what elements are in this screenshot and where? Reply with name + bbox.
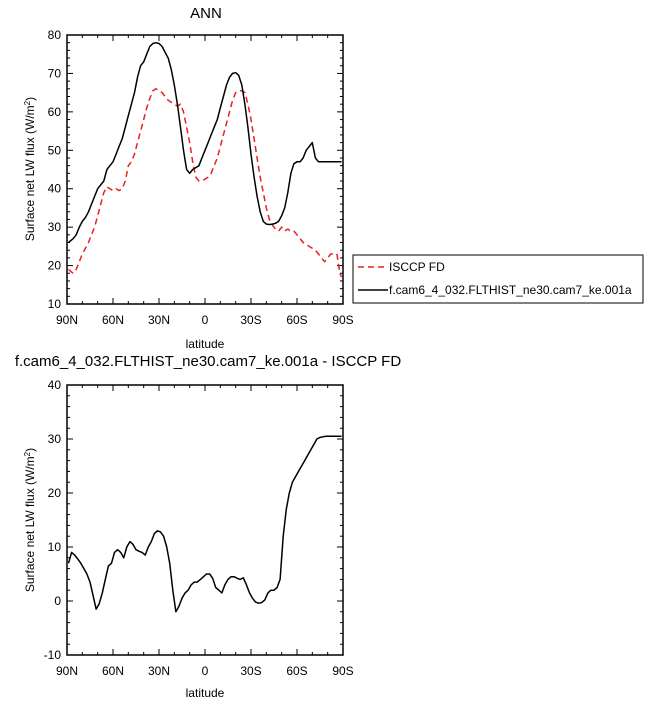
top-ytick-label: 10 [48,297,62,311]
bottom-yaxis-label-text: Surface net LW flux (W/m [23,456,37,592]
top-ytick-label: 20 [48,259,62,273]
top-plot-frame [66,34,344,305]
top-xtick-label: 90N [56,313,78,327]
top-ytick-label: 60 [48,105,62,119]
bottom-xtick-label: 90S [332,664,353,678]
top-yaxis-label: Surface net LW flux (W/m2) [23,97,37,241]
legend-label-isccp: ISCCP FD [389,260,445,274]
bottom-yaxis-label-sup: 2 [23,451,32,456]
top-ytick-label: 30 [48,220,62,234]
top-xtick-label: 60S [286,313,307,327]
bottom-axis-ticks [66,384,344,656]
bottom-xtick-label: 90N [56,664,78,678]
top-yaxis-label-close: ) [23,97,37,101]
top-xaxis-label: latitude [186,337,225,351]
bottom-ytick-label: 10 [48,540,62,554]
top-ytick-label: 50 [48,143,62,157]
top-xtick-label: 60N [102,313,124,327]
bottom-panel: f.cam6_4_032.FLTHIST_ne30.cam7_ke.001a -… [15,353,401,700]
top-yaxis-label-sup: 2 [23,100,32,105]
bottom-xtick-label: 0 [202,664,209,678]
bottom-yaxis-label-close: ) [23,448,37,452]
top-tick-labels: 90N 60N 30N 0 30S 60S 90S 10 20 30 40 50 60 70 80 [48,28,354,327]
bottom-yaxis-label: Surface net LW flux (W/m2) [23,448,37,592]
bottom-ytick-label: -10 [44,648,62,662]
top-series-f-cam6-4-032-flthist-ne30-cam7-ke-001a [68,41,342,244]
top-series-isccp-fd [68,88,343,278]
legend-box [352,254,644,304]
bottom-tick-labels: 90N 60N 30N 0 30S 60S 90S -10 0 10 20 30 40 [44,378,354,678]
top-ytick-label: 70 [48,66,62,80]
legend: ISCCP FD f.cam6_4_032.FLTHIST_ne30.cam7_… [352,254,644,304]
bottom-xtick-label: 60S [286,664,307,678]
top-xtick-label: 30S [240,313,261,327]
bottom-series-difference [67,435,342,613]
top-ytick-label: 80 [48,28,62,42]
bottom-ytick-label: 20 [48,486,62,500]
bottom-ytick-label: 30 [48,432,62,446]
bottom-series-group [67,435,342,613]
bottom-ytick-label: 40 [48,378,62,392]
legend-label-model: f.cam6_4_032.FLTHIST_ne30.cam7_ke.001a [389,283,632,297]
bottom-ytick-label: 0 [54,594,61,608]
bottom-xaxis-label: latitude [186,686,225,700]
top-chart-title: ANN [190,5,222,22]
top-ytick-label: 40 [48,182,62,196]
top-series-group [68,41,343,278]
bottom-xtick-label: 30S [240,664,261,678]
bottom-xtick-label: 60N [102,664,124,678]
top-xtick-label: 90S [332,313,353,327]
bottom-plot-frame [66,384,344,656]
top-axis-ticks [66,34,344,305]
top-panel: ANN 90N 60N 30N 0 30S 60S 90S1020304050607080 … [23,5,354,351]
top-yaxis-label-text: Surface net LW flux (W/m [23,105,37,241]
bottom-chart-title: f.cam6_4_032.FLTHIST_ne30.cam7_ke.001a -… [15,353,401,370]
top-xtick-label: 0 [202,313,209,327]
top-xtick-label: 30N [148,313,170,327]
bottom-xtick-label: 30N [148,664,170,678]
